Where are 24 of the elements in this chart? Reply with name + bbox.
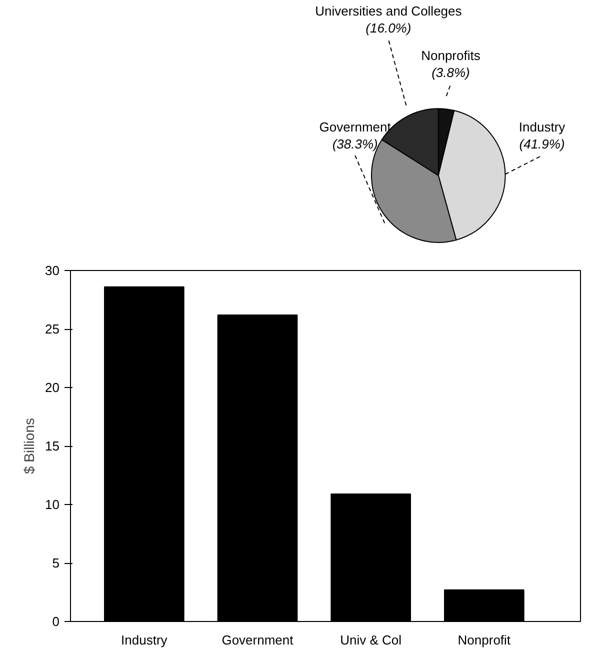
y-axis-title: $ Billions bbox=[21, 418, 38, 474]
bar bbox=[330, 493, 411, 622]
y-tick-label: 15 bbox=[45, 438, 60, 454]
bar bbox=[444, 589, 524, 622]
y-tick-label: 10 bbox=[45, 497, 60, 512]
slice-label: Industry bbox=[518, 120, 566, 134]
y-tick-label: 30 bbox=[45, 263, 60, 278]
y-tick-label: 0 bbox=[52, 614, 60, 629]
slice-label: Government bbox=[319, 120, 392, 134]
data-label: (16.0%) bbox=[366, 20, 412, 36]
x-tick-label: Industry bbox=[121, 632, 168, 648]
bar bbox=[104, 286, 184, 622]
y-tick-label: 25 bbox=[45, 322, 60, 336]
x-tick-label: Government bbox=[222, 632, 294, 648]
y-tick-label: 20 bbox=[45, 380, 60, 395]
data-label: (41.9%) bbox=[519, 136, 565, 152]
y-tick-label: 5 bbox=[52, 556, 60, 570]
data-label: (3.8%) bbox=[432, 65, 470, 80]
slice-label: Nonprofits bbox=[421, 48, 481, 64]
slice-label: Universities and Colleges bbox=[315, 3, 462, 18]
bar bbox=[217, 314, 298, 622]
x-tick-label: Univ & Col bbox=[340, 632, 402, 648]
data-label: (38.3%) bbox=[332, 136, 378, 152]
x-tick-label: Nonprofit bbox=[458, 632, 511, 648]
